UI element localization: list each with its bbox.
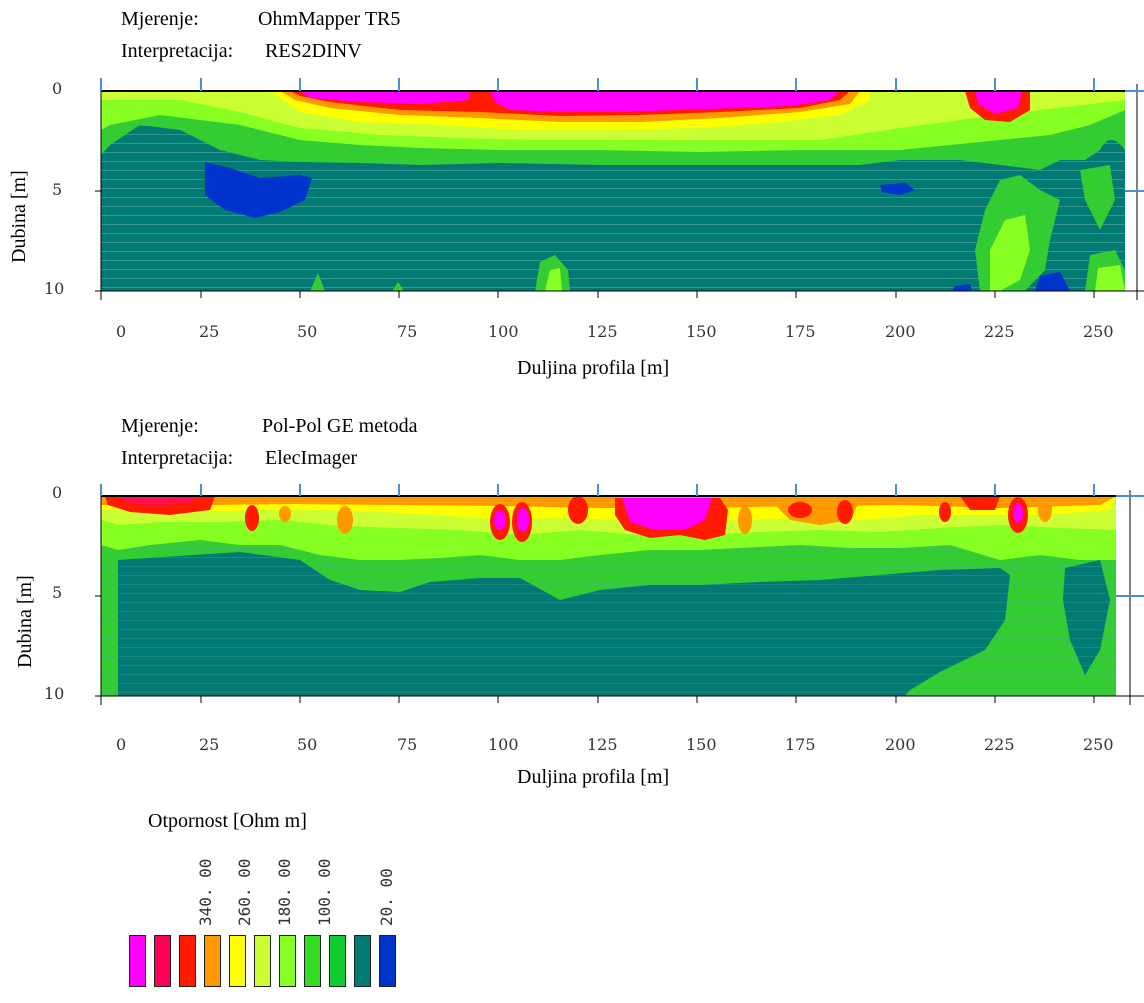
x-tick: 50	[297, 322, 318, 341]
interpretation-value: ElecImager	[265, 447, 358, 469]
legend-swatch	[179, 935, 196, 987]
heatmap-1-magenta-2	[490, 91, 840, 112]
y-tick-1-0: 0	[52, 79, 63, 98]
legend-swatch	[329, 935, 346, 987]
x-axis-label-2: Duljina profila [m]	[517, 766, 670, 788]
x-tick: 25	[199, 322, 220, 341]
measurement-value: Pol-Pol GE metoda	[262, 415, 418, 437]
axes-1	[95, 78, 1144, 300]
x-tick: 125	[587, 735, 618, 754]
legend-swatch	[379, 935, 396, 987]
axes-2	[95, 484, 1144, 705]
legend-swatch	[129, 935, 146, 987]
x-tick: 200	[885, 735, 916, 754]
heatmap-2	[101, 496, 1116, 696]
legend-swatch	[229, 935, 246, 987]
x-tick: 225	[984, 735, 1015, 754]
measurement-label: Mjerenje:	[121, 415, 199, 437]
y-tick-2-0: 0	[52, 483, 63, 502]
legend-swatch	[354, 935, 371, 987]
measurement-label: Mjerenje:	[121, 8, 199, 30]
interpretation-label: Interpretacija:	[121, 447, 234, 469]
legend-label: 260. 00	[235, 858, 254, 926]
x-tick: 250	[1083, 322, 1114, 341]
y-tick-2-5: 5	[52, 583, 63, 602]
heatmap-1-blue-anomaly	[205, 162, 312, 218]
y-axis-label-1: Dubina [m]	[8, 170, 30, 263]
y-axis-label-2: Dubina [m]	[14, 575, 36, 668]
heatmap-1-magenta-1	[300, 91, 470, 104]
x-tick: 125	[587, 322, 618, 341]
legend-label: 100. 00	[315, 858, 334, 926]
legend-label: 20. 00	[377, 868, 396, 926]
x-tick: 25	[199, 735, 220, 754]
x-tick: 100	[488, 735, 519, 754]
x-tick: 175	[785, 735, 816, 754]
legend-label: 340. 00	[196, 858, 215, 926]
interpretation-label: Interpretacija:	[121, 40, 234, 62]
heatmap-1	[101, 91, 1125, 291]
x-tick: 250	[1083, 735, 1114, 754]
x-axis-label-1: Duljina profila [m]	[517, 357, 670, 379]
legend-swatch	[254, 935, 271, 987]
x-tick: 150	[686, 735, 717, 754]
x-tick: 50	[297, 735, 318, 754]
legend-title: Otpornost [Ohm m]	[148, 810, 307, 832]
legend-swatch	[154, 935, 171, 987]
y-tick-1-5: 5	[52, 180, 63, 199]
y-tick-2-10: 10	[44, 684, 65, 703]
x-tick: 200	[885, 322, 916, 341]
x-tick: 0	[116, 735, 127, 754]
legend-label: 180. 00	[275, 858, 294, 926]
x-tick: 75	[397, 322, 418, 341]
measurement-value: OhmMapper TR5	[258, 8, 401, 30]
x-tick: 0	[116, 322, 127, 341]
legend-swatch	[304, 935, 321, 987]
y-tick-1-10: 10	[44, 279, 65, 298]
legend-swatch	[279, 935, 296, 987]
legend-swatch	[204, 935, 221, 987]
x-tick: 175	[785, 322, 816, 341]
x-tick: 225	[984, 322, 1015, 341]
x-tick: 150	[686, 322, 717, 341]
x-tick: 75	[397, 735, 418, 754]
x-tick: 100	[488, 322, 519, 341]
top-ticks-1	[100, 78, 1095, 91]
interpretation-value: RES2DINV	[265, 40, 362, 62]
